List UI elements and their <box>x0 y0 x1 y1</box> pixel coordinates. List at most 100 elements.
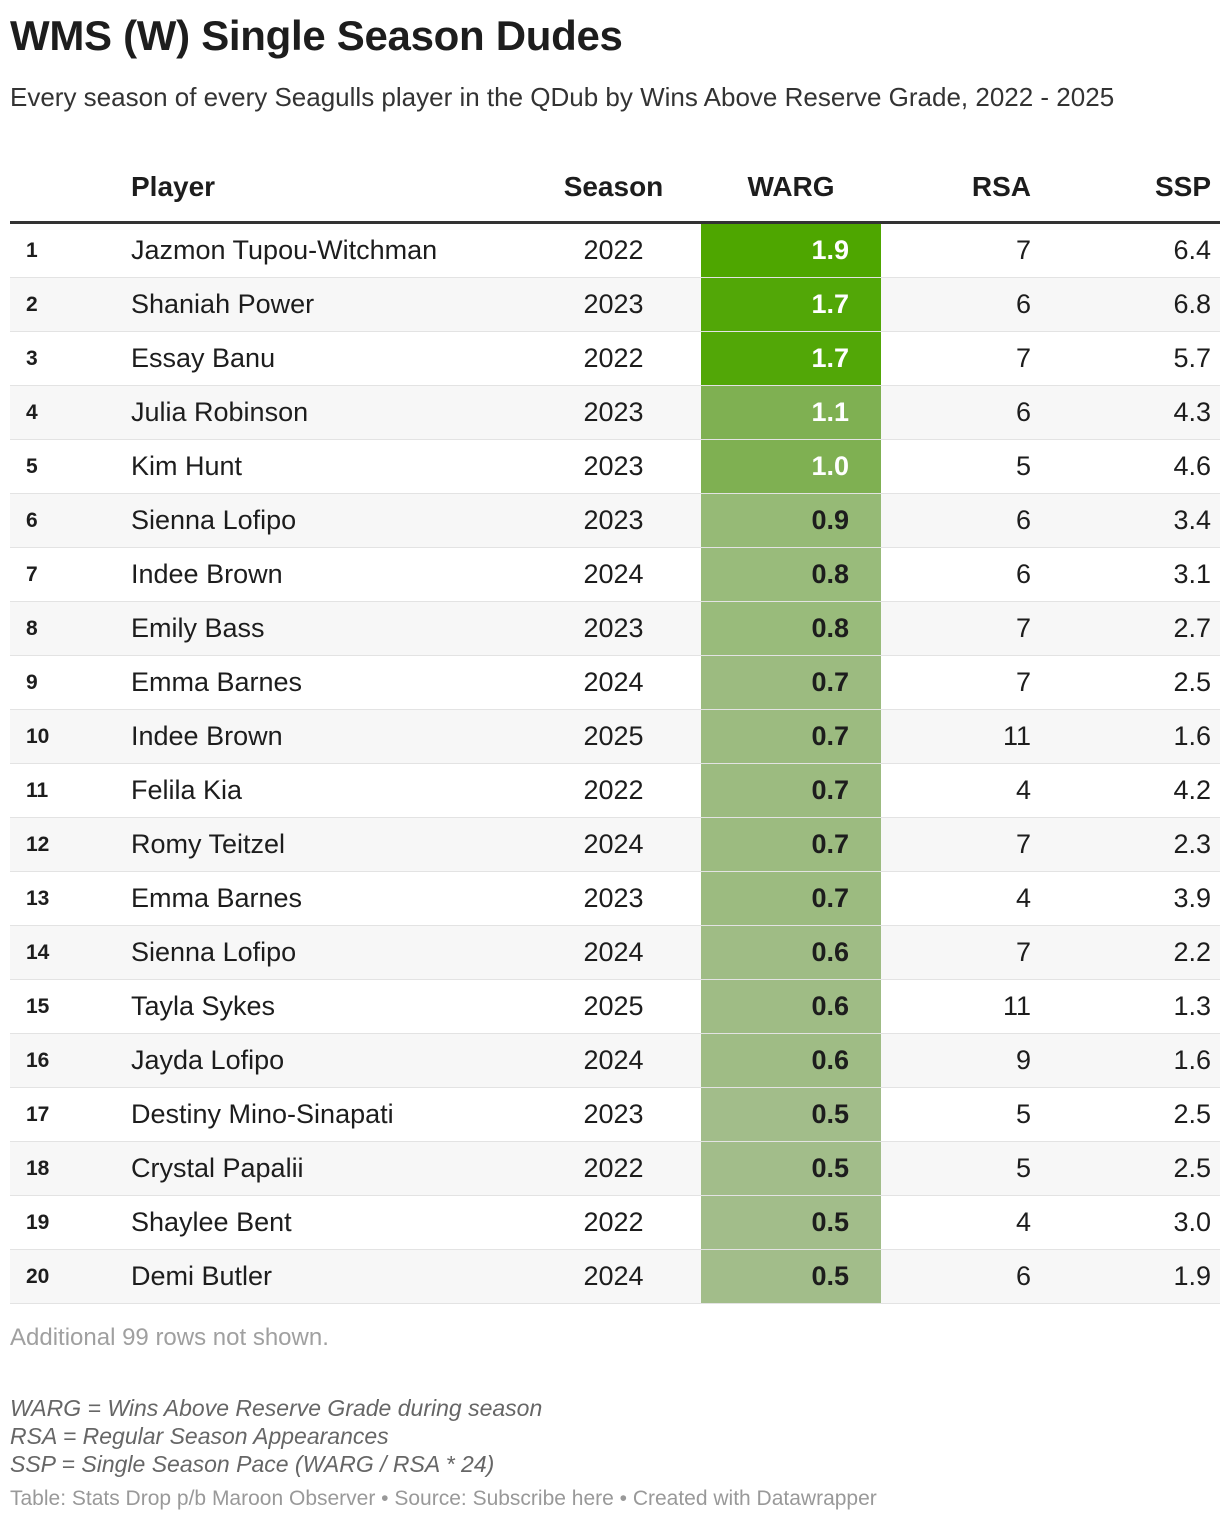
cell-season: 2022 <box>526 1141 701 1196</box>
cell-rank: 18 <box>10 1141 131 1196</box>
cell-season: 2023 <box>526 601 701 656</box>
header-ssp[interactable]: SSP <box>1031 153 1220 224</box>
cell-rank: 1 <box>10 222 131 278</box>
cell-rank: 6 <box>10 493 131 548</box>
cell-ssp: 5.7 <box>1031 331 1220 386</box>
table-row: 15 Tayla Sykes 2025 0.6 11 1.3 <box>10 979 1220 1034</box>
cell-warg: 0.7 <box>701 655 881 710</box>
cell-ssp: 3.0 <box>1031 1195 1220 1250</box>
cell-rank: 7 <box>10 547 131 602</box>
cell-ssp: 2.3 <box>1031 817 1220 872</box>
cell-player: Sienna Lofipo <box>131 925 526 980</box>
cell-rank: 2 <box>10 277 131 332</box>
cell-rank: 15 <box>10 979 131 1034</box>
cell-player: Felila Kia <box>131 763 526 818</box>
cell-rsa: 6 <box>881 385 1031 440</box>
table-row: 12 Romy Teitzel 2024 0.7 7 2.3 <box>10 817 1220 872</box>
table-row: 4 Julia Robinson 2023 1.1 6 4.3 <box>10 385 1220 440</box>
cell-ssp: 2.2 <box>1031 925 1220 980</box>
cell-player: Demi Butler <box>131 1249 526 1304</box>
cell-rank: 14 <box>10 925 131 980</box>
cell-ssp: 2.5 <box>1031 1141 1220 1196</box>
cell-season: 2025 <box>526 709 701 764</box>
cell-warg: 0.8 <box>701 547 881 602</box>
header-warg[interactable]: WARG <box>701 153 881 224</box>
cell-rsa: 7 <box>881 222 1031 278</box>
cell-ssp: 2.7 <box>1031 601 1220 656</box>
cell-player: Tayla Sykes <box>131 979 526 1034</box>
cell-rsa: 5 <box>881 1087 1031 1142</box>
cell-rsa: 7 <box>881 331 1031 386</box>
table-row: 8 Emily Bass 2023 0.8 7 2.7 <box>10 601 1220 656</box>
cell-rank: 12 <box>10 817 131 872</box>
table-body: 1 Jazmon Tupou-Witchman 2022 1.9 7 6.4 2 Shania… <box>10 222 1220 1304</box>
cell-player: Indee Brown <box>131 709 526 764</box>
cell-season: 2023 <box>526 493 701 548</box>
cell-season: 2024 <box>526 655 701 710</box>
table-row: 14 Sienna Lofipo 2024 0.6 7 2.2 <box>10 925 1220 980</box>
table-row: 16 Jayda Lofipo 2024 0.6 9 1.6 <box>10 1033 1220 1088</box>
chart-title: WMS (W) Single Season Dudes <box>10 12 623 59</box>
cell-season: 2024 <box>526 1249 701 1304</box>
header-player[interactable]: Player <box>131 153 526 224</box>
cell-player: Kim Hunt <box>131 439 526 494</box>
cell-season: 2024 <box>526 547 701 602</box>
cell-warg: 0.8 <box>701 601 881 656</box>
cell-warg: 0.7 <box>701 817 881 872</box>
cell-season: 2023 <box>526 385 701 440</box>
cell-player: Crystal Papalii <box>131 1141 526 1196</box>
table-row: 19 Shaylee Bent 2022 0.5 4 3.0 <box>10 1195 1220 1250</box>
table-row: 3 Essay Banu 2022 1.7 7 5.7 <box>10 331 1220 386</box>
cell-warg: 0.9 <box>701 493 881 548</box>
cell-rsa: 9 <box>881 1033 1031 1088</box>
cell-ssp: 3.1 <box>1031 547 1220 602</box>
cell-rank: 8 <box>10 601 131 656</box>
cell-warg: 0.7 <box>701 709 881 764</box>
header-row: Player Season WARG RSA SSP <box>10 153 1220 224</box>
cell-rsa: 7 <box>881 655 1031 710</box>
cell-season: 2022 <box>526 1195 701 1250</box>
cell-player: Destiny Mino-Sinapati <box>131 1087 526 1142</box>
cell-ssp: 3.9 <box>1031 871 1220 926</box>
cell-ssp: 1.6 <box>1031 709 1220 764</box>
cell-season: 2025 <box>526 979 701 1034</box>
table-row: 10 Indee Brown 2025 0.7 11 1.6 <box>10 709 1220 764</box>
header-rsa[interactable]: RSA <box>881 153 1031 224</box>
definitions: WARG = Wins Above Reserve Grade during s… <box>10 1394 542 1478</box>
cell-rsa: 6 <box>881 493 1031 548</box>
table-row: 20 Demi Butler 2024 0.5 6 1.9 <box>10 1249 1220 1304</box>
cell-season: 2023 <box>526 277 701 332</box>
cell-rank: 17 <box>10 1087 131 1142</box>
cell-player: Jayda Lofipo <box>131 1033 526 1088</box>
cell-rank: 11 <box>10 763 131 818</box>
cell-ssp: 4.6 <box>1031 439 1220 494</box>
cell-rank: 10 <box>10 709 131 764</box>
cell-season: 2023 <box>526 439 701 494</box>
stats-table: Player Season WARG RSA SSP 1 Jazmon Tupou… <box>10 153 1220 1304</box>
cell-warg: 0.6 <box>701 979 881 1034</box>
table-row: 2 Shaniah Power 2023 1.7 6 6.8 <box>10 277 1220 332</box>
table-row: 18 Crystal Papalii 2022 0.5 5 2.5 <box>10 1141 1220 1196</box>
header-rank <box>10 153 131 224</box>
cell-ssp: 3.4 <box>1031 493 1220 548</box>
table-row: 11 Felila Kia 2022 0.7 4 4.2 <box>10 763 1220 818</box>
cell-ssp: 6.4 <box>1031 222 1220 278</box>
cell-rsa: 7 <box>881 817 1031 872</box>
cell-player: Romy Teitzel <box>131 817 526 872</box>
cell-ssp: 6.8 <box>1031 277 1220 332</box>
cell-player: Jazmon Tupou-Witchman <box>131 222 526 278</box>
cell-warg: 0.6 <box>701 1033 881 1088</box>
cell-warg: 1.7 <box>701 331 881 386</box>
table-row: 7 Indee Brown 2024 0.8 6 3.1 <box>10 547 1220 602</box>
cell-rank: 3 <box>10 331 131 386</box>
cell-ssp: 4.2 <box>1031 763 1220 818</box>
cell-warg: 0.5 <box>701 1249 881 1304</box>
cell-warg: 0.5 <box>701 1195 881 1250</box>
cell-player: Essay Banu <box>131 331 526 386</box>
header-season[interactable]: Season <box>526 153 701 224</box>
cell-ssp: 1.9 <box>1031 1249 1220 1304</box>
cell-season: 2024 <box>526 925 701 980</box>
cell-rank: 19 <box>10 1195 131 1250</box>
cell-rank: 20 <box>10 1249 131 1304</box>
cell-rank: 4 <box>10 385 131 440</box>
